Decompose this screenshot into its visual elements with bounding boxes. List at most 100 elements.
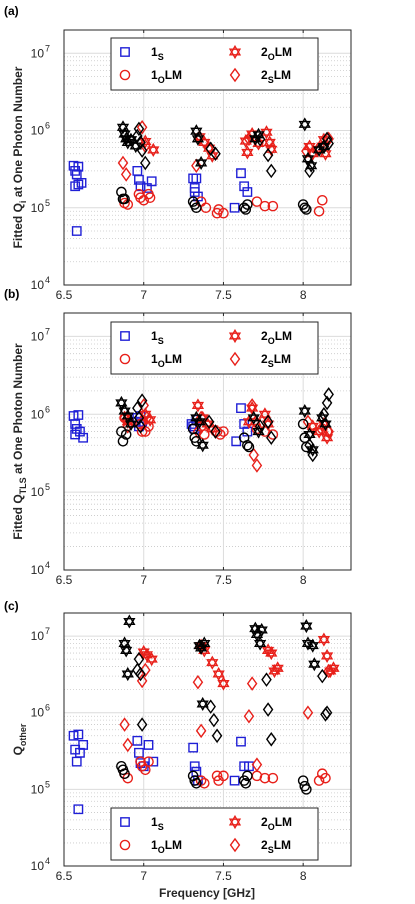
data-point: [262, 702, 274, 717]
data-point: [143, 740, 154, 750]
data-point: [196, 696, 209, 712]
data-point: [251, 196, 263, 207]
data-point: [73, 804, 84, 815]
data-point: [203, 414, 215, 430]
data-point: [308, 657, 321, 672]
legend-marker-2olm: [228, 814, 242, 830]
legend-box: [110, 807, 319, 861]
data-point: [188, 742, 199, 753]
legend-label-1olm: 1OLM: [151, 352, 182, 369]
x-tick-label: 7: [140, 288, 147, 302]
data-point: [76, 177, 87, 188]
data-point: [191, 131, 205, 146]
y-tick-exponent: 5: [45, 198, 50, 208]
data-point: [319, 416, 332, 432]
x-tick-label: 6.5: [56, 573, 73, 587]
data-point: [198, 636, 211, 651]
series-2s-black: [132, 121, 334, 179]
data-point: [300, 619, 313, 634]
y-tick-label: 10: [31, 201, 45, 215]
y-axis-label: Fitted QTLS at One Photon Number: [11, 343, 28, 540]
y-tick-label: 10: [31, 278, 45, 292]
data-point: [301, 204, 312, 215]
data-point: [267, 429, 279, 440]
data-point: [146, 176, 157, 187]
legend: 1S 1OLM 2OLM 2SLM: [110, 321, 319, 375]
data-point: [240, 204, 252, 215]
data-point: [243, 131, 255, 147]
data-point: [148, 756, 159, 767]
data-point: [75, 426, 85, 437]
data-point: [70, 165, 81, 176]
y-tick-exponent: 7: [45, 326, 50, 336]
data-point: [253, 636, 267, 651]
data-point: [247, 410, 260, 425]
data-point: [246, 398, 258, 413]
data-point: [242, 770, 253, 782]
data-point: [68, 730, 79, 741]
data-point: [73, 729, 84, 740]
data-point: [78, 432, 89, 443]
data-point: [70, 181, 81, 192]
legend-marker-1olm: [119, 69, 131, 81]
y-tick-label: 10: [31, 124, 45, 138]
y-tick-exponent: 4: [45, 275, 50, 285]
legend-label-2slm: 2SLM: [261, 838, 291, 855]
axes-box: [63, 29, 352, 286]
data-point: [191, 777, 202, 789]
legend: 1S 1OLM 2OLM 2SLM: [110, 37, 319, 91]
data-point: [135, 666, 146, 682]
data-point: [142, 183, 152, 193]
data-point: [231, 436, 242, 447]
y-tick-label: 10: [31, 859, 45, 873]
x-tick-label: 8: [300, 573, 307, 587]
data-point: [301, 784, 312, 795]
data-point: [251, 458, 263, 473]
data-point: [133, 651, 145, 667]
legend-marker-1olm: [119, 839, 131, 851]
data-point: [78, 740, 89, 750]
data-point: [254, 131, 266, 147]
data-point: [304, 437, 315, 453]
data-point: [73, 410, 84, 420]
legend-label-2olm: 2OLM: [261, 815, 292, 832]
data-point: [298, 117, 311, 132]
series-1s: [68, 160, 253, 236]
data-point: [255, 622, 268, 638]
data-point: [323, 136, 334, 151]
data-point: [205, 699, 216, 714]
data-point: [242, 187, 253, 197]
data-point: [119, 717, 130, 732]
data-point: [243, 441, 255, 453]
legend-label-2olm: 2OLM: [261, 45, 292, 62]
data-point: [321, 131, 333, 147]
data-point: [121, 408, 134, 424]
x-axis-label: Frequency [GHz]: [159, 886, 255, 900]
data-point: [136, 393, 148, 408]
data-point: [70, 744, 81, 755]
data-point: [205, 141, 216, 157]
y-tick-exponent: 6: [45, 121, 50, 131]
data-point: [140, 662, 151, 678]
data-point: [317, 632, 331, 647]
data-point: [192, 424, 204, 439]
data-marks: [68, 387, 334, 473]
data-point: [217, 676, 230, 691]
data-point: [122, 419, 134, 434]
data-point: [312, 424, 326, 439]
y-tick-label: 10: [31, 706, 45, 720]
data-point: [306, 638, 319, 653]
y-tick-exponent: 6: [45, 404, 50, 414]
data-point: [191, 398, 205, 413]
data-point: [243, 708, 255, 724]
data-point: [73, 179, 84, 190]
x-tick-label: 7.5: [215, 573, 232, 587]
data-point: [135, 181, 146, 192]
data-point: [259, 200, 271, 212]
data-point: [246, 676, 258, 691]
data-point: [321, 395, 333, 411]
y-tick-label: 10: [31, 563, 45, 577]
data-point: [191, 158, 202, 174]
legend-marker-1s: [120, 47, 130, 57]
